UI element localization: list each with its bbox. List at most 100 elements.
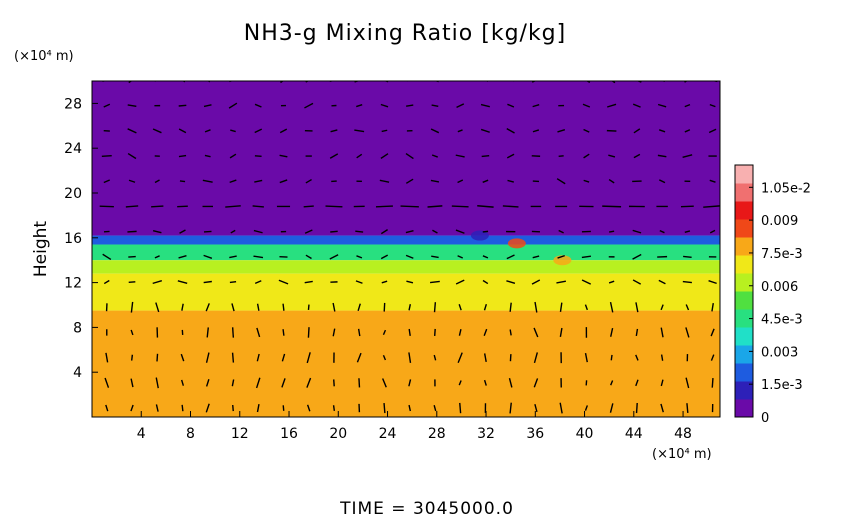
- wind-vector: [432, 229, 438, 234]
- wind-vector: [635, 379, 639, 387]
- wind-vector: [430, 280, 440, 284]
- wind-vector: [477, 205, 494, 208]
- wind-vector: [633, 128, 641, 134]
- wind-vector: [229, 179, 237, 184]
- wind-vector: [400, 205, 419, 208]
- wind-vector: [231, 379, 235, 387]
- wind-vector: [711, 303, 714, 312]
- y-unit-label: (×10⁴ m): [14, 49, 74, 64]
- wind-vector: [457, 255, 464, 259]
- wind-vector: [278, 279, 289, 285]
- wind-vector: [483, 304, 488, 311]
- wind-vector: [659, 229, 665, 234]
- wind-vector: [685, 377, 690, 389]
- wind-vector: [685, 304, 690, 311]
- wind-vector: [155, 404, 159, 412]
- wind-vector: [682, 154, 693, 158]
- wind-vector: [180, 379, 185, 386]
- wind-vector: [558, 155, 564, 157]
- wind-vector: [430, 179, 440, 183]
- wind-vector: [610, 354, 613, 361]
- wind-vector: [584, 304, 589, 311]
- wind-vector: [380, 103, 389, 108]
- wind-vector: [357, 303, 361, 312]
- wind-vector: [203, 104, 212, 108]
- colorbar-tick-label: 1.05e-2: [761, 181, 811, 196]
- wind-vector: [455, 154, 465, 158]
- wind-vector: [559, 302, 563, 312]
- wind-vector: [531, 81, 537, 83]
- colorbar-tick-label: 7.5e-3: [761, 247, 803, 262]
- colorbar-ticks: 0 1.5e-3 0.003 4.5e-3 0.006 7.5e-3 0.009 1.05e-…: [749, 181, 811, 426]
- wind-vector: [382, 378, 387, 388]
- wind-vector: [458, 329, 462, 336]
- wind-vector: [254, 103, 262, 108]
- x-tick-label: 8: [186, 426, 195, 442]
- wind-vector: [332, 405, 336, 411]
- wind-vector: [480, 128, 490, 133]
- wind-vectors: [99, 81, 720, 414]
- y-tick-label: 4: [73, 365, 82, 381]
- wind-vector: [433, 354, 437, 361]
- colorbar-tick-label: 0.006: [761, 280, 798, 295]
- wind-vector: [354, 129, 365, 133]
- wind-vector: [531, 279, 541, 285]
- wind-vector: [611, 81, 616, 84]
- wind-vector: [533, 378, 539, 388]
- wind-vector: [509, 302, 512, 312]
- wind-vector: [458, 380, 462, 386]
- wind-vector: [281, 353, 286, 362]
- wind-vector: [632, 103, 641, 108]
- wind-vector: [610, 327, 614, 337]
- wind-vector: [658, 179, 666, 184]
- wind-vector: [151, 205, 164, 208]
- wind-vector: [128, 81, 133, 84]
- wind-vector: [178, 104, 187, 107]
- wind-vector: [660, 327, 664, 338]
- wind-vector: [508, 378, 513, 388]
- wind-vector: [480, 103, 490, 108]
- wind-vector: [225, 205, 241, 208]
- wind-vector: [685, 327, 690, 338]
- wind-vector: [330, 129, 338, 133]
- wind-vector: [703, 205, 720, 208]
- wind-vector: [584, 405, 589, 411]
- wind-vector: [254, 128, 263, 134]
- wind-vector: [684, 81, 688, 83]
- wind-vector: [710, 354, 715, 361]
- wind-vector: [507, 179, 514, 183]
- wind-vector: [405, 152, 414, 160]
- wind-vector: [179, 180, 186, 183]
- wind-vector: [306, 377, 312, 388]
- wind-vector: [329, 254, 339, 260]
- wind-vector: [253, 255, 264, 259]
- wind-vector: [583, 179, 590, 183]
- wind-vector: [708, 280, 717, 285]
- wind-vector: [509, 329, 512, 336]
- wind-vector: [181, 404, 184, 412]
- wind-vector: [482, 230, 489, 233]
- wind-vector: [356, 255, 363, 259]
- wind-vector: [375, 205, 393, 208]
- colorbar-band: [735, 327, 753, 346]
- wind-vector: [457, 179, 464, 184]
- wind-vector: [154, 179, 160, 184]
- wind-vector: [231, 352, 235, 363]
- wind-vector: [583, 153, 590, 159]
- wind-vector: [709, 103, 716, 108]
- wind-vector: [205, 379, 210, 387]
- wind-vector: [557, 129, 566, 133]
- wind-vector: [582, 103, 591, 108]
- wind-vector: [533, 327, 539, 338]
- x-tick-label: 32: [477, 426, 495, 442]
- wind-vector: [657, 154, 667, 158]
- wind-vector: [534, 404, 538, 413]
- wind-vector: [204, 154, 211, 158]
- y-tick-label: 12: [64, 276, 82, 292]
- colorbar-band: [735, 345, 753, 364]
- wind-vector: [710, 328, 715, 337]
- wind-vector: [633, 153, 641, 159]
- field-layer-mid: [92, 260, 720, 274]
- wind-vector: [609, 403, 614, 413]
- colorbar-band: [735, 399, 753, 418]
